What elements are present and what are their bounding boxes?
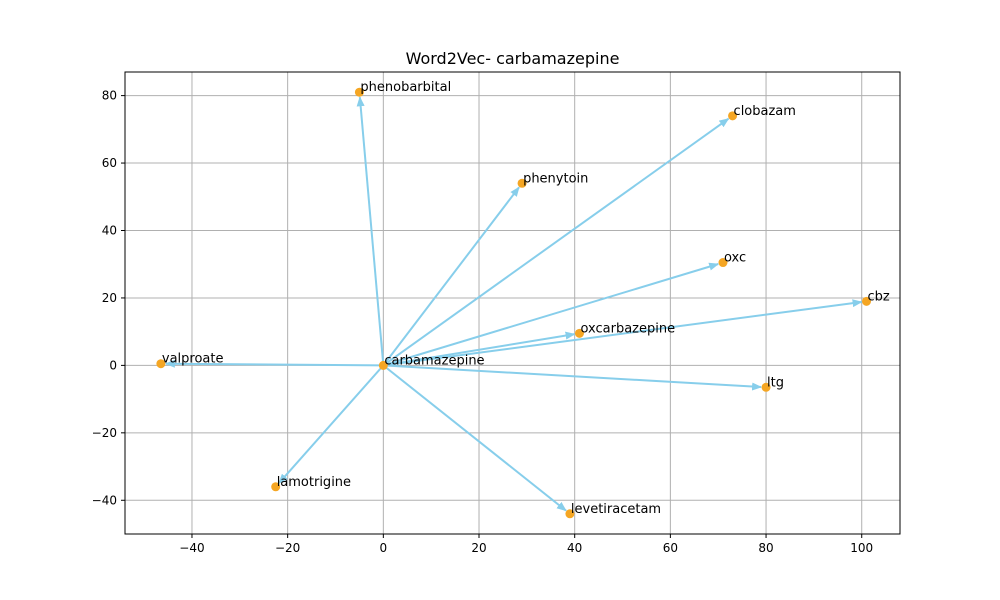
point-label-lamotrigine: lamotrigine <box>277 475 351 490</box>
data-point-lamotrigine <box>271 482 281 492</box>
data-point-carbamazepine <box>378 360 388 370</box>
x-tick-label: −40 <box>179 541 204 555</box>
y-tick-label: −40 <box>92 493 117 507</box>
point-label-origin: carbamazepine <box>384 353 484 368</box>
point-label-ltg: ltg <box>767 375 784 390</box>
x-tick-label: 100 <box>850 541 873 555</box>
data-point-cbz <box>862 296 872 306</box>
data-point-phenobarbital <box>354 87 364 97</box>
data-point-oxc <box>718 258 728 268</box>
point-label-oxcarbazepine: oxcarbazepine <box>580 321 675 336</box>
data-point-oxcarbazepine <box>574 328 584 338</box>
data-point-clobazam <box>728 111 738 121</box>
x-tick-label: 80 <box>758 541 773 555</box>
point-label-oxc: oxc <box>724 251 746 266</box>
chart-title: Word2Vec- carbamazepine <box>406 49 620 68</box>
vector-arrow-oxc <box>383 262 720 367</box>
grid-layer <box>125 72 900 534</box>
y-tick-label: 0 <box>109 358 117 372</box>
vector-arrow-cbz <box>383 299 863 367</box>
point-label-valproate: valproate <box>162 352 224 367</box>
y-tick-label: 20 <box>102 291 117 305</box>
vector-arrow-phenobarbital <box>356 96 385 366</box>
data-point-levetiracetam <box>565 509 575 519</box>
x-tick-label: −20 <box>275 541 300 555</box>
point-label-clobazam: clobazam <box>734 104 796 119</box>
vector-arrow-lamotrigine <box>278 364 385 484</box>
data-point-phenytoin <box>517 178 527 188</box>
point-label-levetiracetam: levetiracetam <box>571 502 661 517</box>
label-layer: carbamazepine phenobarbital clobazam phenyt… <box>162 80 890 517</box>
point-layer <box>156 87 872 519</box>
vector-arrow-phenytoin <box>382 186 520 366</box>
data-point-valproate <box>156 359 166 369</box>
x-tick-label: 20 <box>471 541 486 555</box>
arrow-layer <box>164 96 863 512</box>
x-tick-label: 60 <box>663 541 678 555</box>
point-label-cbz: cbz <box>868 289 890 304</box>
x-tick-label: 0 <box>380 541 388 555</box>
point-label-phenytoin: phenytoin <box>523 171 588 186</box>
point-label-phenobarbital: phenobarbital <box>360 80 451 95</box>
y-tick-label: −20 <box>92 426 117 440</box>
y-tick-label: 80 <box>102 89 117 103</box>
vector-arrow-ltg <box>383 364 763 391</box>
vector-arrow-levetiracetam <box>382 364 567 512</box>
y-tick-label: 60 <box>102 156 117 170</box>
plot-frame <box>124 71 901 535</box>
tick-layer: −40 −20 0 20 40 60 80 100 −40 −20 0 20 40 60 80 <box>92 89 874 555</box>
x-tick-label: 40 <box>567 541 582 555</box>
y-tick-label: 40 <box>102 223 117 237</box>
vector-arrow-oxcarbazepine <box>383 331 576 367</box>
data-point-ltg <box>761 382 771 392</box>
vector-arrow-clobazam <box>382 117 730 367</box>
vector-arrow-valproate <box>164 359 384 368</box>
